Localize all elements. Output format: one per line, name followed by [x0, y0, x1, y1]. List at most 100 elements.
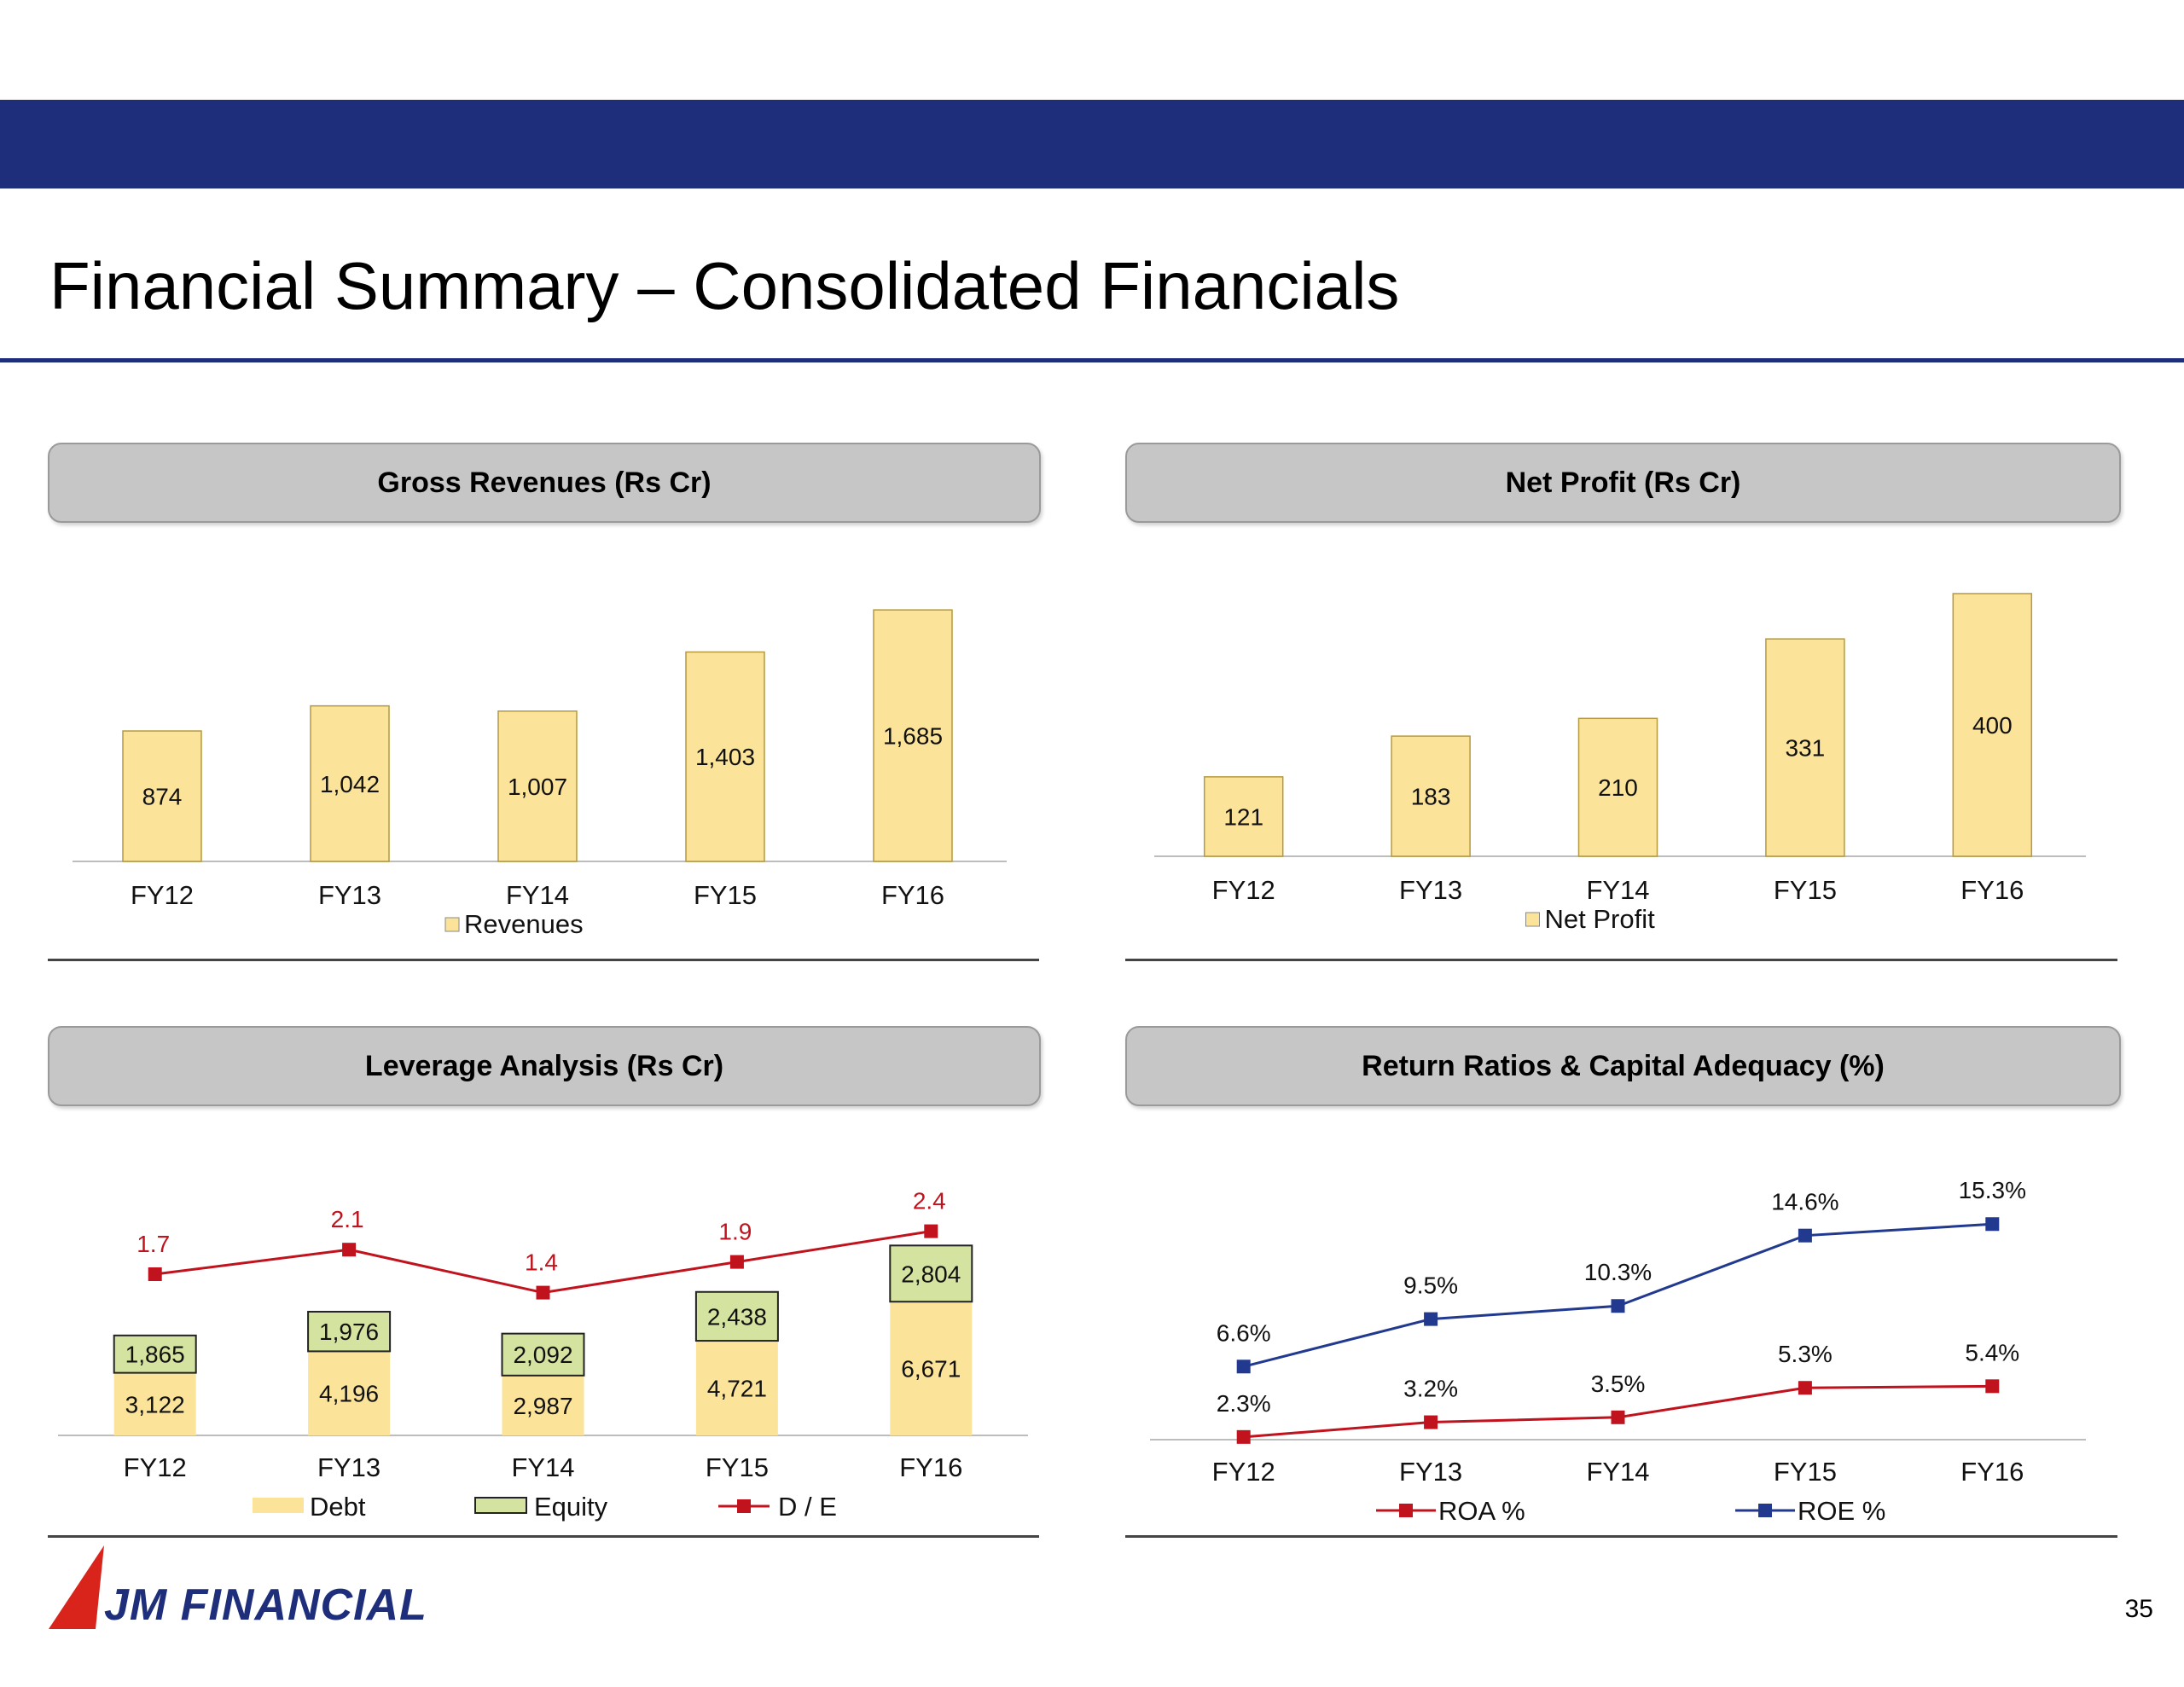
leverage-equity-bar [501, 1332, 585, 1377]
returns-series-marker [1985, 1217, 2000, 1232]
returns-data-label: 5.4% [1965, 1339, 2019, 1365]
returns-legend-roa-marker [1399, 1504, 1413, 1517]
returns-series-line [1243, 1222, 1993, 1368]
revenues-tick-label: FY12 [131, 880, 194, 910]
returns-series-marker [1798, 1381, 1812, 1395]
revenues-legend-swatch [444, 917, 460, 932]
net_profit-tick-label: FY15 [1774, 875, 1837, 905]
revenues-bar [310, 704, 390, 862]
returns-panel-rule [1125, 1535, 2117, 1538]
leverage-equity-label: 2,092 [513, 1342, 572, 1368]
leverage-legend-debt-label: Debt [310, 1492, 366, 1522]
leverage-de-marker [729, 1255, 744, 1269]
returns-data-label: 14.6% [1771, 1189, 1838, 1215]
page-number: 35 [2124, 1595, 2153, 1623]
revenues-data-label: 1,007 [508, 774, 567, 800]
leverage-de-label: 1.9 [718, 1219, 752, 1245]
returns-series-marker [1424, 1312, 1438, 1326]
leverage-debt-bar [113, 1372, 196, 1435]
returns-data-label: 2.3% [1217, 1390, 1271, 1417]
net_profit-legend-label: Net Profit [1545, 904, 1656, 934]
returns-tick-label: FY12 [1212, 1457, 1275, 1487]
returns-data-label: 6.6% [1217, 1319, 1271, 1346]
leverage-legend-debt-swatch [253, 1498, 304, 1513]
leverage-tick-label: FY16 [899, 1452, 962, 1482]
leverage-de-label: 1.7 [136, 1231, 170, 1257]
leverage-de-label: 2.1 [331, 1206, 364, 1232]
leverage-debt-bar [308, 1351, 391, 1435]
logo-text: JM FINANCIAL [104, 1580, 427, 1630]
leverage-panel-rule [48, 1535, 1039, 1538]
leverage-equity-label: 2,804 [901, 1261, 961, 1287]
net_profit-tick-label: FY12 [1212, 875, 1275, 905]
net_profit-data-label: 400 [1972, 712, 2013, 739]
revenues-bar [122, 730, 202, 862]
revenues-panel-header: Gross Revenues (Rs Cr) [48, 443, 1041, 523]
leverage-equity-bar [307, 1310, 392, 1353]
leverage-legend-equity-swatch [474, 1497, 527, 1514]
returns-series-marker [1236, 1429, 1251, 1444]
leverage-legend-equity-label: Equity [534, 1492, 608, 1522]
leverage-de-label: 2.4 [913, 1188, 946, 1215]
returns-series-marker [1985, 1379, 2000, 1394]
revenues-bar [685, 651, 765, 862]
net_profit-bar [1952, 593, 2033, 857]
returns-series-marker [1611, 1410, 1625, 1424]
leverage-legend-de-marker [737, 1499, 751, 1513]
leverage-equity-bar [113, 1334, 197, 1374]
logo-flame-icon [49, 1545, 104, 1629]
revenues-data-label: 1,685 [883, 723, 943, 750]
net_profit-data-label: 183 [1411, 784, 1451, 810]
leverage-legend-de-label: D / E [778, 1492, 837, 1522]
revenues-data-label: 874 [142, 784, 183, 810]
returns-tick-label: FY15 [1774, 1457, 1837, 1487]
returns-tick-label: FY13 [1399, 1457, 1462, 1487]
leverage-equity-bar [694, 1290, 779, 1342]
jm-financial-logo [49, 1545, 104, 1629]
returns-series-marker [1424, 1415, 1438, 1429]
leverage-debt-bar [890, 1301, 973, 1435]
leverage-equity-label: 1,865 [125, 1342, 185, 1368]
leverage-de-marker [536, 1285, 550, 1300]
revenues-bar [497, 710, 578, 862]
leverage-tick-label: FY12 [124, 1452, 187, 1482]
net_profit-bar [1391, 735, 1471, 857]
returns-data-label: 15.3% [1959, 1177, 2026, 1203]
leverage-tick-label: FY14 [511, 1452, 574, 1482]
net-profit-panel-rule [1125, 959, 2117, 961]
revenues-panel-rule [48, 959, 1039, 961]
net_profit-data-label: 331 [1786, 735, 1826, 762]
top-band [0, 100, 2184, 188]
leverage-de-marker [924, 1224, 938, 1238]
net_profit-data-label: 210 [1598, 774, 1638, 801]
revenues-tick-label: FY13 [318, 880, 381, 910]
leverage-tick-label: FY15 [706, 1452, 769, 1482]
returns-data-label: 10.3% [1584, 1259, 1652, 1285]
revenues-tick-label: FY15 [694, 880, 757, 910]
returns-tick-label: FY14 [1586, 1457, 1649, 1487]
leverage-debt-bar [502, 1375, 584, 1435]
leverage-de-marker [342, 1243, 357, 1257]
leverage-equity-label: 1,976 [319, 1319, 379, 1345]
revenues-legend-label: Revenues [464, 909, 584, 939]
revenues-tick-label: FY14 [506, 880, 569, 910]
net_profit-tick-label: FY16 [1960, 875, 2024, 905]
returns-panel-header: Return Ratios & Capital Adequacy (%) [1125, 1026, 2121, 1106]
leverage-panel-header: Leverage Analysis (Rs Cr) [48, 1026, 1041, 1106]
net_profit-tick-label: FY13 [1399, 875, 1462, 905]
leverage-de-label: 1.4 [525, 1249, 558, 1276]
title-rule [0, 358, 2184, 362]
revenues-data-label: 1,042 [320, 771, 380, 797]
returns-legend-roe-marker [1758, 1504, 1772, 1517]
leverage-tick-label: FY13 [317, 1452, 380, 1482]
net_profit-bar [1577, 717, 1658, 857]
net-profit-panel-header: Net Profit (Rs Cr) [1125, 443, 2121, 523]
leverage-debt-bar [695, 1341, 778, 1435]
leverage-debt-label: 2,987 [513, 1393, 572, 1419]
returns-series-marker [1611, 1299, 1625, 1313]
returns-data-label: 3.2% [1403, 1376, 1458, 1402]
revenues-bar [873, 609, 953, 862]
revenues-tick-label: FY16 [881, 880, 944, 910]
net_profit-data-label: 121 [1223, 803, 1263, 830]
